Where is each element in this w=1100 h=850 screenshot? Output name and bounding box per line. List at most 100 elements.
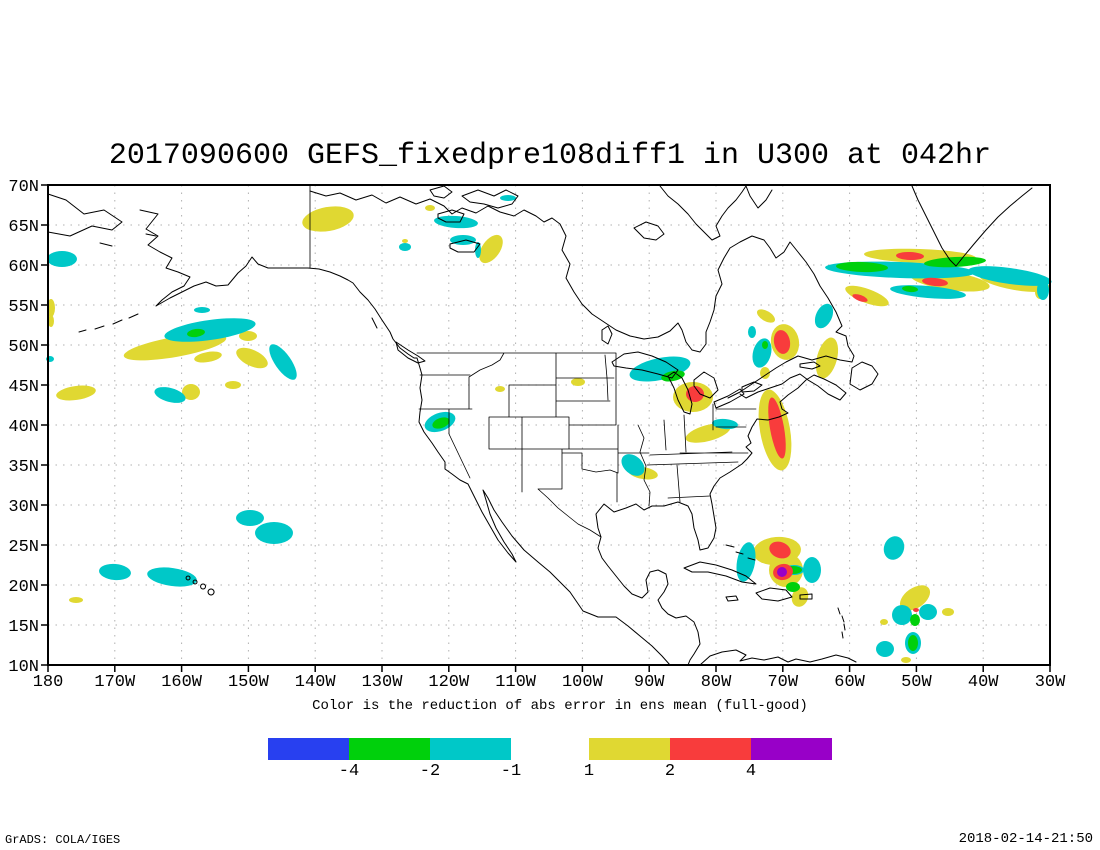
anomaly-blob — [194, 351, 222, 363]
anomaly-blob — [968, 266, 1052, 286]
anomaly-blob — [154, 387, 186, 403]
lon-tick-label: 140W — [295, 673, 337, 692]
aleutian-islands — [78, 313, 378, 333]
anomaly-blob — [225, 381, 241, 389]
anomaly-blob — [147, 567, 197, 587]
anomaly-blob — [760, 367, 770, 379]
anomaly-blob — [255, 522, 293, 544]
great-lakes — [611, 351, 763, 415]
anomaly-blob — [883, 536, 905, 560]
colorbar-segment-red — [670, 738, 751, 760]
lat-tick-label: 45N — [8, 378, 39, 397]
colorbar-positive — [589, 738, 832, 760]
anomaly-blob — [432, 417, 450, 429]
lon-tick-label: 30W — [1035, 673, 1066, 692]
anomaly-blob — [69, 597, 83, 603]
lon-tick-label: 180 — [33, 673, 64, 692]
anomaly-blob — [475, 242, 481, 258]
anomaly-blob — [892, 605, 912, 625]
lat-tick-label: 10N — [8, 658, 39, 677]
anomaly-blob — [919, 604, 937, 620]
anomaly-blob — [756, 309, 776, 323]
coastline-newfoundland — [799, 361, 879, 391]
anomaly-blob — [1037, 280, 1049, 300]
colorbar-caption: Color is the reduction of abs error in e… — [312, 698, 808, 714]
colorbar-segment-cyan — [430, 738, 511, 760]
anomaly-blob — [500, 195, 516, 201]
grads-stamp: GrADS: COLA/IGES — [5, 833, 121, 847]
anomaly-blob — [768, 397, 786, 459]
anomaly-blob — [942, 608, 954, 616]
anomaly-blob — [302, 206, 354, 232]
coastline-alaska-westcoast-mexico — [139, 209, 671, 666]
axis-ticks — [41, 184, 1051, 672]
lat-tick-label: 50N — [8, 338, 39, 357]
hawaii-islands — [185, 575, 215, 596]
anomaly-blob — [910, 614, 920, 626]
anomaly-blob — [814, 303, 834, 329]
anomaly-blob — [908, 635, 918, 651]
anomaly-blob — [269, 344, 297, 380]
anomaly-blob — [47, 251, 77, 267]
lon-tick-label: 130W — [362, 673, 404, 692]
lon-tick-label: 70W — [767, 673, 798, 692]
anomaly-blob — [479, 234, 503, 264]
lon-tick-label: 160W — [161, 673, 203, 692]
plot-title: 2017090600 GEFS_fixedpre108diff1 in U300… — [108, 139, 992, 173]
colorbar-label: 4 — [745, 762, 757, 781]
colorbar-label: -1 — [500, 762, 522, 781]
lat-tick-label: 35N — [8, 458, 39, 477]
anomaly-blob — [762, 341, 768, 349]
lat-tick-label: 40N — [8, 418, 39, 437]
anomaly-blob — [913, 608, 919, 612]
shaded-anomaly-regions — [46, 195, 1052, 663]
vancouver-island — [395, 341, 426, 364]
anomaly-blob — [786, 582, 800, 592]
lon-tick-label: 80W — [701, 673, 732, 692]
lat-tick-label: 20N — [8, 578, 39, 597]
coastline-siberia — [47, 193, 157, 247]
colorbar-segment-green — [349, 738, 430, 760]
anomaly-blob — [571, 378, 585, 386]
anomaly-blob — [924, 256, 986, 268]
anomaly-blob — [845, 285, 889, 307]
colorbar-label: -4 — [338, 762, 360, 781]
anomaly-blob — [880, 619, 888, 625]
coastlines — [47, 185, 1033, 666]
lon-tick-label: 110W — [495, 673, 537, 692]
canadian-lakes — [437, 209, 613, 345]
coastline-south-america — [699, 649, 857, 666]
lon-tick-label: 100W — [562, 673, 604, 692]
colorbar-negative — [268, 738, 511, 760]
lat-tick-label: 70N — [8, 178, 39, 197]
lon-tick-label: 50W — [901, 673, 932, 692]
axis-tick-labels: 70N65N60N55N50N45N40N35N30N25N20N15N10N1… — [8, 178, 1066, 692]
anomaly-blob — [194, 307, 210, 313]
anomaly-blob — [803, 557, 821, 583]
anomaly-blob — [777, 567, 787, 577]
coastline-baffin-island — [659, 185, 773, 241]
coastline-arctic-hudson-labrador — [309, 190, 855, 399]
lon-tick-label: 60W — [834, 673, 865, 692]
colorbar-segment-yellow — [589, 738, 670, 760]
coastline-caribbean-islands — [683, 544, 846, 639]
coastline-southampton-island — [633, 221, 665, 241]
anomaly-blob — [236, 347, 268, 369]
lon-tick-label: 150W — [228, 673, 270, 692]
anomaly-blob — [899, 585, 931, 611]
anomaly-blob — [836, 261, 888, 273]
anomaly-blob — [815, 337, 839, 379]
lat-tick-label: 15N — [8, 618, 39, 637]
lat-tick-label: 60N — [8, 258, 39, 277]
lat-tick-label: 25N — [8, 538, 39, 557]
colorbar-label: 2 — [664, 762, 676, 781]
lat-tick-label: 30N — [8, 498, 39, 517]
anomaly-blob — [876, 641, 894, 657]
anomaly-blob — [896, 251, 924, 261]
anomaly-blob — [402, 239, 408, 243]
anomaly-blob — [399, 243, 411, 251]
lon-tick-label: 170W — [94, 673, 136, 692]
us-state-borders — [309, 185, 757, 538]
